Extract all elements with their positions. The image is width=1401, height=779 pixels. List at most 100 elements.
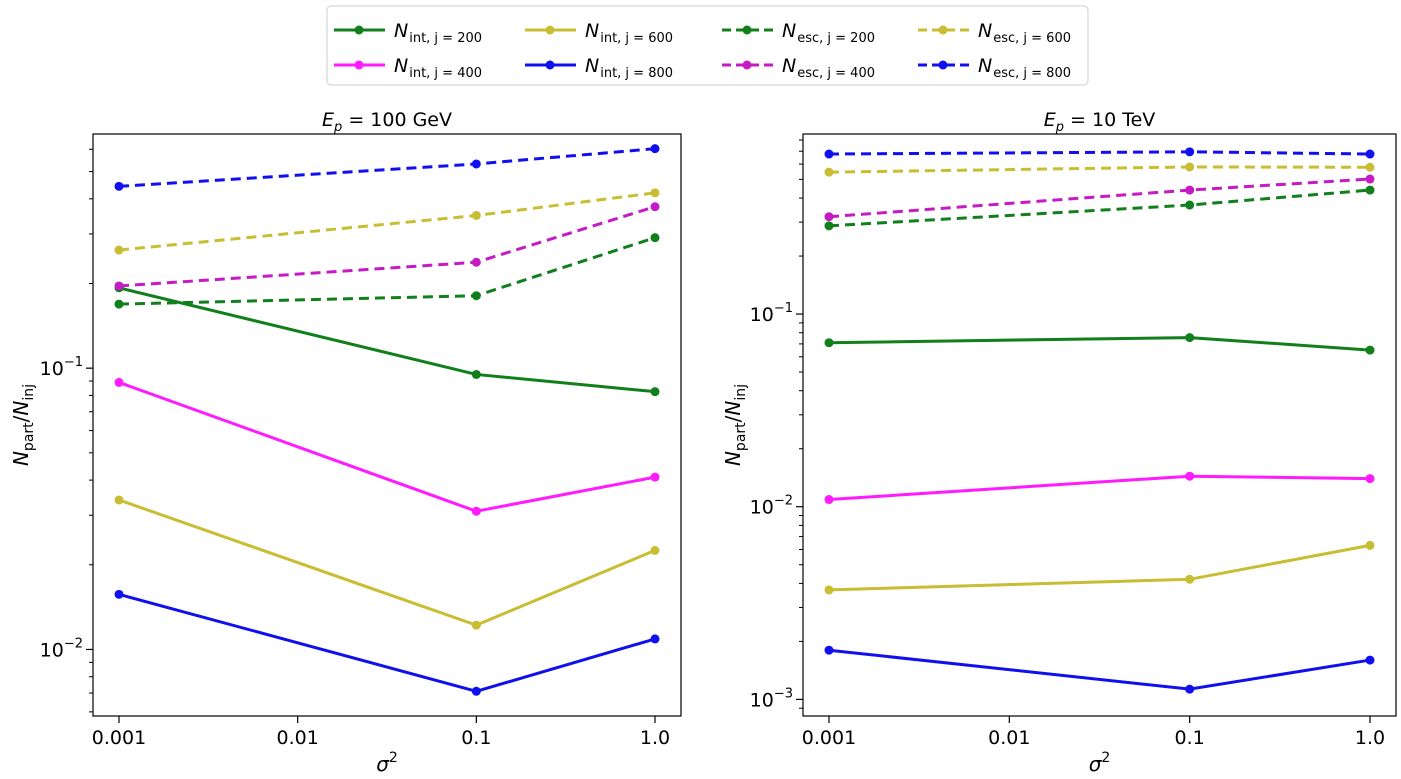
legend-marker	[742, 60, 752, 70]
series-line	[118, 191, 656, 252]
data-point	[114, 245, 124, 255]
legend-entry: Nesc, j = 200	[722, 20, 875, 46]
series-line	[828, 150, 1371, 156]
data-point	[824, 149, 834, 159]
y-tick-label: 10−2	[750, 494, 793, 519]
legend-marker	[938, 25, 948, 35]
chart-panel-100gev: Ep = 100 GeV 10−1 10−2 0.001 0.01 0.1 1.0 σ2 Npa…	[9, 109, 682, 776]
data-point	[824, 212, 834, 222]
series-int-200	[114, 283, 660, 397]
series-line	[828, 543, 1371, 592]
data-point	[650, 545, 660, 555]
series-line	[828, 648, 1371, 691]
series-esc-400	[824, 174, 1375, 222]
series-esc-400	[114, 202, 660, 291]
legend-label: Nint, j = 400	[394, 55, 482, 81]
data-point	[1365, 345, 1375, 355]
plot-frame	[92, 133, 682, 717]
y-minor-ticks	[89, 148, 93, 713]
data-point	[1185, 185, 1195, 195]
data-point	[471, 210, 481, 220]
legend-label: Nesc, j = 200	[782, 20, 875, 46]
x-tick-label: 0.1	[1175, 727, 1205, 749]
series-esc-800	[824, 147, 1375, 159]
data-point	[471, 506, 481, 516]
data-point	[1185, 147, 1195, 157]
x-tick-label: 0.01	[277, 727, 319, 749]
data-point	[114, 589, 124, 599]
y-axis-label: Npart/Ninj	[721, 384, 749, 466]
data-point	[824, 167, 834, 177]
series-esc-200	[824, 185, 1375, 231]
chart-title: Ep = 100 GeV	[322, 109, 452, 135]
legend-label: Nesc, j = 800	[978, 55, 1071, 81]
data-point	[1185, 684, 1195, 694]
x-tick-label: 0.1	[461, 727, 491, 749]
data-point	[650, 188, 660, 198]
data-point	[650, 233, 660, 243]
y-tick-label: 10−2	[40, 636, 83, 661]
data-point	[114, 181, 124, 191]
legend-marker	[742, 25, 752, 35]
legend-label: Nint, j = 800	[585, 55, 673, 81]
legend-entry: Nesc, j = 600	[918, 20, 1071, 46]
series-line	[118, 236, 656, 306]
data-point	[1185, 333, 1195, 343]
series-esc-800	[114, 144, 660, 191]
series-int-200	[824, 333, 1375, 355]
data-point	[1185, 574, 1195, 584]
series-int-800	[114, 589, 660, 696]
data-point	[471, 369, 481, 379]
data-point	[650, 144, 660, 154]
series-line	[828, 474, 1371, 502]
data-point	[1365, 540, 1375, 550]
data-point	[650, 387, 660, 397]
data-point	[650, 202, 660, 212]
data-point	[471, 291, 481, 301]
legend-entry: Nint, j = 400	[334, 55, 482, 81]
series-line	[118, 380, 656, 513]
series-line	[828, 336, 1371, 352]
data-point	[1365, 174, 1375, 184]
series-line	[118, 498, 656, 627]
data-point	[471, 257, 481, 267]
series-line	[828, 165, 1371, 174]
series-line	[118, 205, 656, 288]
chart-title: Ep = 10 TeV	[1044, 109, 1156, 135]
legend-entry: Nint, j = 800	[525, 55, 673, 81]
y-tick-label: 10−3	[750, 686, 793, 711]
legend: Nint, j = 200 Nint, j = 400 Nint, j = 600 N…	[326, 5, 1089, 86]
x-tick-label: 0.001	[802, 727, 856, 749]
series-int-600	[114, 495, 660, 630]
data-point	[824, 495, 834, 505]
legend-marker	[354, 25, 364, 35]
x-tick-label: 0.01	[988, 727, 1030, 749]
legend-label: Nint, j = 200	[394, 20, 482, 46]
data-point	[650, 472, 660, 482]
series-int-400	[824, 471, 1375, 505]
chart-panel-10tev: Ep = 10 TeV 10−1 10−2 10−3 0.001 0.01 0.1 1.0 σ2…	[721, 109, 1397, 776]
data-point	[824, 645, 834, 655]
legend-marker	[545, 25, 555, 35]
data-point	[1365, 149, 1375, 159]
series-int-400	[114, 377, 660, 516]
series-esc-600	[114, 188, 660, 255]
data-point	[1365, 655, 1375, 665]
legend-entry: Nint, j = 600	[525, 20, 673, 46]
plot-frame	[802, 133, 1397, 717]
series-int-800	[824, 645, 1375, 694]
series-int-600	[824, 540, 1375, 595]
series-line	[118, 592, 656, 693]
data-point	[1365, 474, 1375, 484]
y-minor-ticks	[799, 139, 803, 709]
legend-marker	[354, 60, 364, 70]
legend-label: Nesc, j = 400	[782, 55, 875, 81]
legend-label: Nint, j = 600	[585, 20, 673, 46]
legend-entry: Nesc, j = 800	[918, 55, 1071, 81]
data-point	[824, 338, 834, 348]
data-point	[114, 299, 124, 309]
data-point	[824, 585, 834, 595]
data-point	[1365, 185, 1375, 195]
